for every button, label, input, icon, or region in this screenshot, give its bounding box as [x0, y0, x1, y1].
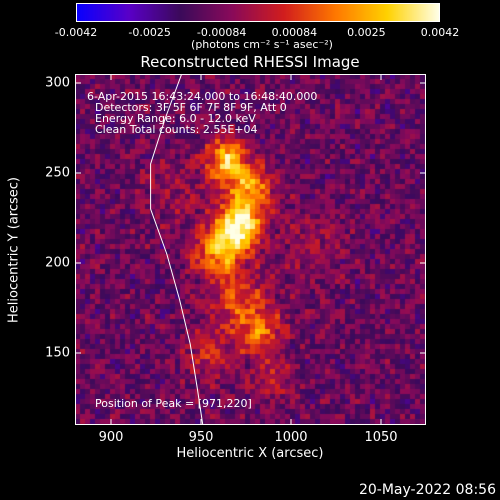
- info-energy-range: Energy Range: 6.0 - 12.0 keV: [95, 112, 256, 125]
- x-tick-label: 1000: [274, 430, 308, 445]
- info-detectors: Detectors: 3F 5F 6F 7F 8F 9F, Att 0: [95, 101, 287, 114]
- y-tick-label: 150: [45, 345, 70, 361]
- colorbar-unit-label: (photons cm⁻² s⁻¹ asec⁻²): [191, 38, 333, 51]
- footer-timestamp: 20-May-2022 08:56: [358, 482, 496, 498]
- colorbar-tick-label: -0.0025: [128, 26, 171, 39]
- colorbar-tick-label: 0.0025: [347, 26, 386, 39]
- y-tick-label: 300: [45, 75, 70, 91]
- colorbar: [76, 3, 440, 22]
- colorbar-tick-label: -0.00084: [196, 26, 247, 39]
- x-tick-label: 900: [98, 430, 124, 445]
- info-clean-counts: Clean Total counts: 2.55E+04: [95, 123, 258, 136]
- plot-border: [75, 74, 426, 425]
- y-axis-label: Heliocentric Y (arcsec): [6, 177, 22, 323]
- x-tick-label: 1050: [364, 430, 398, 445]
- y-tick-label: 200: [45, 255, 70, 271]
- y-tick-label: 250: [45, 165, 70, 181]
- colorbar-tick-label: 0.0042: [420, 26, 460, 39]
- chart-title: Reconstructed RHESSI Image: [140, 53, 360, 71]
- info-time-range: 6-Apr-2015 16:43:24.000 to 16:48:40.000: [87, 90, 318, 103]
- x-axis-label: Heliocentric X (arcsec): [176, 446, 324, 461]
- peak-position-label: Position of Peak = [971,220]: [95, 397, 252, 410]
- solar-limb-curve: [150, 74, 204, 425]
- colorbar-tick-label: -0.0042: [54, 26, 98, 39]
- plot-overlay: [75, 74, 426, 425]
- x-tick-label: 950: [188, 430, 214, 445]
- colorbar-tick-label: 0.00084: [271, 26, 318, 39]
- heatmap-image: [75, 74, 426, 425]
- axis-tick-marks: [75, 74, 426, 425]
